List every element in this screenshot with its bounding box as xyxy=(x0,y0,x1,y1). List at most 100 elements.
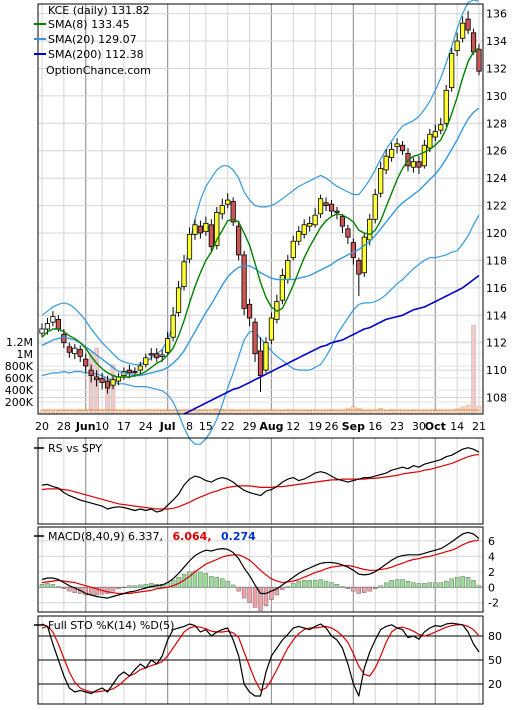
candle xyxy=(394,138,400,154)
candle-body xyxy=(214,212,220,246)
volume-bar xyxy=(422,409,427,415)
candle xyxy=(307,216,313,232)
source-watermark: OptionChance.com xyxy=(46,64,151,77)
price-tick-label: 126 xyxy=(486,145,507,158)
candle-body xyxy=(72,347,78,355)
volume-tick-label: 400K xyxy=(5,384,34,397)
sma8-line xyxy=(41,47,480,378)
candle-body xyxy=(197,225,204,234)
candle xyxy=(110,375,116,390)
candle xyxy=(388,142,395,162)
candle-body xyxy=(345,228,351,238)
volume-bar xyxy=(269,410,274,415)
macd-histogram-bar xyxy=(345,587,351,590)
macd-histogram-bar xyxy=(127,585,132,588)
macd-label-prefix: MACD(8,40,9) 6.337, xyxy=(48,530,163,543)
candle xyxy=(94,370,100,387)
macd-histogram-bar xyxy=(416,583,422,588)
candle-body xyxy=(55,318,61,330)
macd-histogram-bar xyxy=(116,587,121,590)
candle-body xyxy=(39,328,45,334)
price-legend-title: KCE (daily) 131.82 xyxy=(48,4,150,17)
panel-frame xyxy=(37,526,484,613)
candle xyxy=(137,361,143,375)
volume-bar xyxy=(394,410,400,415)
candle xyxy=(214,206,220,250)
macd-histogram-bar xyxy=(389,580,394,588)
volume-bar xyxy=(159,410,165,415)
candle-body xyxy=(219,205,225,215)
macd-histogram-bar xyxy=(247,587,252,603)
macd-histogram-bar xyxy=(225,580,230,588)
macd-histogram-bar xyxy=(340,586,345,588)
candle xyxy=(230,197,236,227)
x-tick-label: 19 xyxy=(308,420,322,433)
volume-bar xyxy=(323,410,329,415)
candle xyxy=(432,124,438,142)
candle-body xyxy=(148,353,154,356)
volume-bar xyxy=(154,410,160,415)
volume-bar xyxy=(378,407,383,415)
volume-bar xyxy=(301,410,307,415)
candle-body xyxy=(290,240,296,259)
candle xyxy=(317,194,324,218)
candle-body xyxy=(416,161,422,168)
candle-body xyxy=(361,236,367,274)
candle xyxy=(427,128,433,153)
candle-body xyxy=(246,303,253,319)
stoch-label: Full STO %K(14) %D(5) xyxy=(48,619,174,632)
stoch-tick-label: 50 xyxy=(488,654,502,667)
candle xyxy=(296,226,302,246)
macd-histogram-bar xyxy=(110,587,116,592)
x-tick-label: Oct xyxy=(425,420,446,433)
volume-bar xyxy=(67,410,72,415)
macd-histogram-bar xyxy=(45,583,50,588)
candle xyxy=(399,141,406,155)
candle xyxy=(252,318,258,362)
sma20-legend: SMA(20) 129.07 xyxy=(48,33,137,46)
candle xyxy=(186,227,193,264)
volume-bar xyxy=(296,409,302,415)
candle-body xyxy=(126,369,132,374)
candle xyxy=(77,345,83,362)
candle xyxy=(367,213,373,246)
candle xyxy=(438,117,444,135)
volume-tick-label: 800K xyxy=(5,360,34,373)
candle-body xyxy=(470,32,477,53)
x-tick-label: 12 xyxy=(286,420,300,433)
macd-histogram-bar xyxy=(132,585,138,588)
macd-histogram-bar xyxy=(83,587,88,596)
volume-bar xyxy=(318,409,323,415)
volume-bar xyxy=(241,410,247,415)
volume-tick-label: 600K xyxy=(5,372,34,385)
macd-histogram-bar xyxy=(400,579,405,588)
candle xyxy=(443,84,449,127)
candle xyxy=(361,232,367,277)
macd-histogram-bar xyxy=(105,587,110,594)
volume-tick-label: 1.2M xyxy=(6,336,33,349)
macd-signal-line xyxy=(41,539,480,595)
rs-average-line xyxy=(41,453,480,510)
price-tick-label: 120 xyxy=(486,227,507,240)
candle-body xyxy=(334,210,340,213)
volume-bar xyxy=(116,410,121,415)
volume-bar xyxy=(247,409,252,415)
candle-body xyxy=(252,321,258,355)
macd-histogram-bar xyxy=(302,580,307,588)
macd-histogram-bar xyxy=(373,587,378,590)
price-tick-label: 132 xyxy=(486,62,507,75)
macd-histogram-bar xyxy=(471,580,476,588)
macd-histogram-bar xyxy=(307,580,312,588)
macd-tick-label: -2 xyxy=(488,597,499,610)
candle-body xyxy=(421,144,427,167)
stoch-d-line xyxy=(41,624,480,693)
candle-body xyxy=(132,371,138,374)
candle-body xyxy=(410,161,417,168)
volume-bar xyxy=(138,410,143,415)
macd-histogram-bar xyxy=(356,587,362,594)
candle xyxy=(268,312,275,345)
candle-body xyxy=(66,346,72,353)
price-tick-label: 114 xyxy=(486,309,507,322)
volume-bar xyxy=(345,408,351,415)
macd-histogram-bar xyxy=(198,571,203,588)
